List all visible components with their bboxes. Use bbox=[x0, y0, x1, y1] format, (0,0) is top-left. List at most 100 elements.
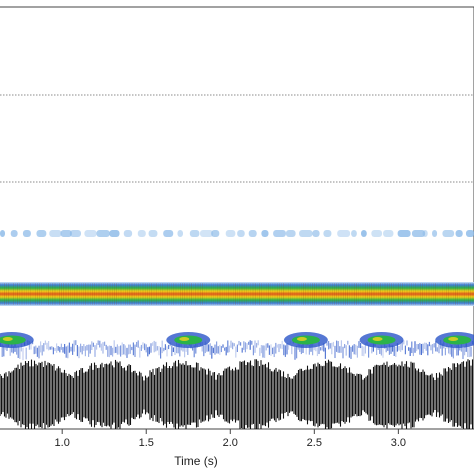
pulse-streak bbox=[340, 340, 342, 353]
pulse-streak bbox=[94, 345, 96, 357]
pulse-streak bbox=[257, 340, 259, 346]
pulse-streak bbox=[70, 346, 72, 352]
harmonic-segment bbox=[442, 230, 455, 237]
pulse-streak bbox=[9, 346, 11, 356]
pulse-streak bbox=[348, 345, 350, 358]
pulse-streak bbox=[395, 346, 397, 357]
pulse-streak bbox=[294, 347, 296, 360]
pulse-streak bbox=[206, 343, 208, 352]
pulse-band bbox=[0, 332, 474, 361]
pulse-streak bbox=[158, 346, 160, 356]
pulse-streak bbox=[73, 340, 75, 352]
pulse-streak bbox=[136, 341, 138, 347]
pulse-streak bbox=[68, 342, 70, 353]
x-tick-label: 1.0 bbox=[55, 437, 70, 449]
harmonic-segment bbox=[432, 230, 438, 237]
x-tick-label: 3.0 bbox=[391, 437, 406, 449]
x-tick-label: 2.5 bbox=[307, 437, 322, 449]
pulse-streak bbox=[172, 347, 174, 353]
pulse-streak bbox=[342, 346, 344, 359]
pulse-streak bbox=[89, 344, 91, 354]
pulse-streak bbox=[17, 346, 19, 358]
pulse-streak bbox=[403, 340, 405, 345]
pulse-streak bbox=[238, 340, 240, 346]
pulse-streak bbox=[288, 342, 290, 350]
pulse-streak bbox=[358, 341, 360, 348]
pulse-streak bbox=[411, 341, 413, 354]
pulse-streak bbox=[36, 347, 38, 357]
pulse-streak bbox=[312, 343, 314, 356]
pulse-streak bbox=[232, 342, 234, 350]
pulse-streak bbox=[441, 343, 443, 356]
pulse-streak bbox=[140, 344, 142, 351]
pulse-streak bbox=[353, 344, 355, 355]
pulse-streak bbox=[49, 346, 51, 350]
pulse-streak bbox=[430, 344, 432, 351]
pulse-streak bbox=[84, 346, 86, 357]
pulse-streak bbox=[57, 346, 59, 351]
pulse-streak bbox=[222, 344, 224, 348]
harmonic-segment bbox=[0, 230, 6, 237]
pulse-streak bbox=[449, 341, 451, 355]
pulse-streak bbox=[273, 346, 275, 358]
pulse-streak bbox=[379, 347, 381, 354]
pulse-streak bbox=[457, 344, 459, 356]
pulse-streak bbox=[265, 343, 267, 351]
x-axis-title: Time (s) bbox=[174, 454, 218, 468]
pulse-streak bbox=[121, 342, 123, 355]
pulse-streak bbox=[270, 344, 272, 356]
pulse-streak bbox=[160, 347, 162, 359]
harmonic-segment bbox=[49, 230, 62, 237]
pulse-streak bbox=[259, 347, 261, 356]
pulse-streak bbox=[361, 345, 363, 356]
harmonic-segment bbox=[411, 230, 426, 237]
pulse-streak bbox=[244, 342, 246, 353]
pulse-streak bbox=[275, 342, 277, 354]
harmonic-segment bbox=[148, 230, 158, 237]
pulse-streak bbox=[64, 343, 66, 354]
pulse-streak bbox=[81, 346, 83, 355]
pulse-streak bbox=[182, 346, 184, 352]
pulse-streak bbox=[291, 345, 293, 355]
pulse-streak bbox=[313, 345, 315, 351]
pulse-streak bbox=[392, 345, 394, 352]
pulse-streak bbox=[334, 345, 336, 359]
harmonic-segment bbox=[285, 230, 296, 237]
pulse-streak bbox=[59, 346, 61, 353]
harmonic-segment bbox=[60, 230, 72, 237]
pulse-streak bbox=[147, 347, 149, 357]
pulse-streak bbox=[30, 341, 32, 350]
pulse-streak bbox=[332, 341, 334, 347]
pulse-streak bbox=[92, 342, 94, 347]
pulse-streak bbox=[387, 347, 389, 351]
x-axis: 1.0 1.5 2.0 2.5 3.0 bbox=[55, 429, 406, 449]
pulse-streak bbox=[46, 342, 48, 350]
harmonic-segment bbox=[422, 230, 428, 237]
harmonic-segment bbox=[211, 230, 220, 237]
harmonic-segment bbox=[455, 230, 463, 237]
pulse-event-peak bbox=[179, 337, 190, 341]
pulse-streak bbox=[22, 347, 24, 361]
pulse-streak bbox=[435, 340, 437, 352]
pulse-streak bbox=[280, 343, 282, 349]
pulse-streak bbox=[75, 340, 77, 346]
pulse-streak bbox=[249, 340, 251, 350]
harmonic-segment bbox=[109, 230, 120, 237]
harmonic-segment bbox=[397, 230, 411, 237]
pulse-streak bbox=[86, 344, 88, 351]
pulse-streak bbox=[268, 345, 270, 355]
pulse-streak bbox=[156, 346, 158, 351]
pulse-streak bbox=[52, 347, 54, 355]
pulse-streak bbox=[236, 344, 238, 353]
pulse-streak bbox=[467, 347, 469, 358]
pulse-streak bbox=[1, 344, 3, 357]
harmonic-segment bbox=[248, 230, 257, 237]
pulse-streak bbox=[80, 343, 82, 353]
harmonic-segment bbox=[177, 230, 183, 237]
pulse-streak bbox=[126, 347, 128, 358]
pulse-streak bbox=[388, 344, 390, 355]
pulse-streak bbox=[328, 341, 330, 350]
pulse-streak bbox=[54, 347, 56, 352]
pulse-streak bbox=[153, 340, 155, 353]
harmonic-segment bbox=[361, 230, 367, 237]
